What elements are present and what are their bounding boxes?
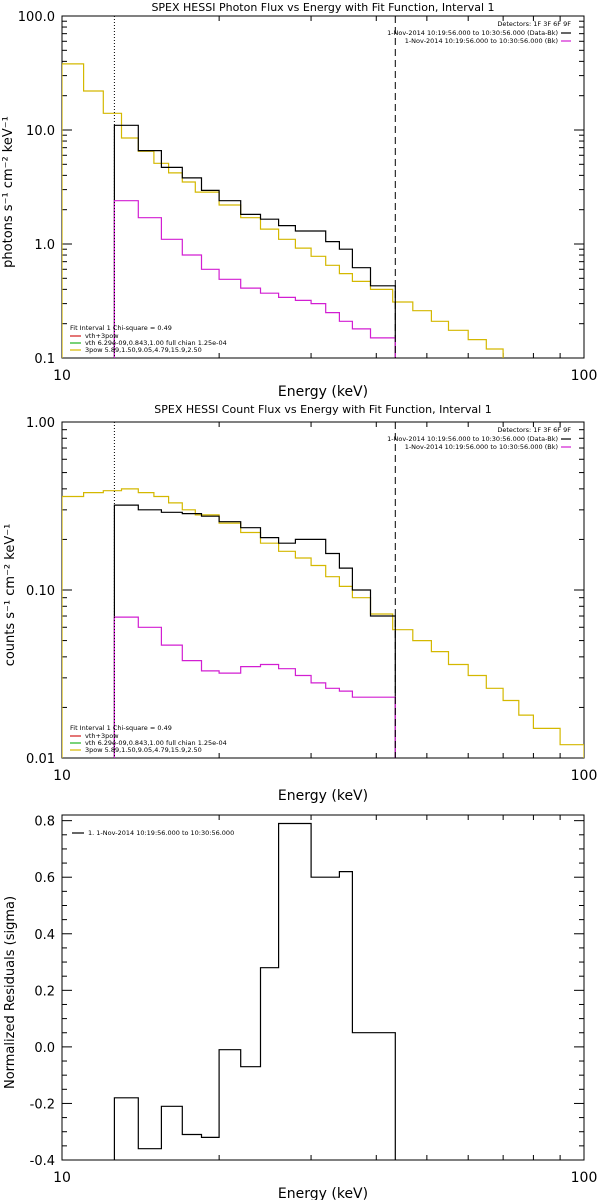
- x-tick-label: 10: [53, 368, 71, 384]
- x-tick-label: 10: [53, 1170, 71, 1186]
- y-tick-label: -0.2: [30, 1097, 55, 1112]
- y-tick-label: 0.0: [34, 1041, 55, 1056]
- plot-frame: [61, 421, 585, 759]
- x-tick-label: 100: [571, 1170, 598, 1186]
- fit-legend-label: 3pow 5.89,1.50,9.05,4.79,15.9,2.50: [85, 746, 202, 754]
- x-tick-label: 100: [571, 368, 598, 384]
- y-tick-label: 0.2: [34, 984, 55, 999]
- chart-title: SPEX HESSI Photon Flux vs Energy with Fi…: [151, 1, 494, 14]
- residuals-chart: 10 100 -0.4 -0.2 0.0 0.2 0.4 0.6 0.8 Energy (keV)…: [3, 814, 598, 1200]
- plot-area: [62, 422, 584, 758]
- y-tick-label: 0.1: [34, 352, 55, 367]
- series-fit: [62, 63, 504, 358]
- x-axis-label: Energy (keV): [278, 1186, 368, 1200]
- fit-legend-label: vth 6.29e-09,0.843,1.00 full chian 1.25e…: [85, 739, 227, 747]
- y-tick-label: 0.10: [26, 584, 55, 599]
- time-interval-label: 1-Nov-2014 10:19:56.000 to 10:30:56.000 …: [405, 443, 558, 451]
- time-interval-label: 1-Nov-2014 10:19:56.000 to 10:30:56.000 …: [387, 435, 558, 443]
- y-tick-label: 1.00: [26, 416, 55, 431]
- count-chart: SPEX HESSI Count Flux vs Energy with Fit…: [3, 403, 597, 804]
- chart-title: SPEX HESSI Count Flux vs Energy with Fit…: [154, 403, 491, 416]
- y-tick-label: 1.0: [34, 238, 55, 253]
- series-data: [113, 124, 396, 358]
- y-axis-label: counts s⁻¹ cm⁻² keV⁻¹: [3, 524, 18, 667]
- detectors-label: Detectors: 1F 3F 6F 9F: [497, 426, 571, 434]
- x-tick-label: 100: [571, 768, 598, 784]
- y-tick-label: 100.0: [18, 10, 55, 25]
- y-tick-label: 0.6: [34, 871, 55, 886]
- time-interval-label: 1-Nov-2014 10:19:56.000 to 10:30:56.000 …: [405, 37, 558, 45]
- legend-label: 1. 1-Nov-2014 10:19:56.000 to 10:30:56.0…: [88, 829, 234, 837]
- detectors-label: Detectors: 1F 3F 6F 9F: [497, 20, 571, 28]
- y-tick-label: -0.4: [30, 1154, 55, 1169]
- plot-area: [62, 16, 504, 358]
- fit-header: Fit Interval 1 Chi-square = 0.49: [70, 324, 172, 332]
- y-tick-label: 0.4: [34, 928, 55, 943]
- series-fit: [62, 488, 584, 758]
- x-axis-label: Energy (keV): [278, 788, 368, 804]
- fit-legend-label: 3pow 5.89,1.50,9.05,4.79,15.9,2.50: [85, 346, 202, 354]
- time-interval-label: 1-Nov-2014 10:19:56.000 to 10:30:56.000 …: [387, 29, 558, 37]
- series-background: [113, 200, 396, 358]
- series-residual: [113, 822, 396, 1160]
- y-axis-label: Normalized Residuals (sigma): [3, 896, 18, 1089]
- photon-chart: SPEX HESSI Photon Flux vs Energy with Fi…: [1, 1, 597, 400]
- fit-header: Fit Interval 1 Chi-square = 0.49: [70, 724, 172, 732]
- x-tick-label: 10: [53, 768, 71, 784]
- y-tick-label: 10.0: [26, 124, 55, 139]
- series-background: [113, 616, 396, 758]
- y-tick-label: 0.01: [26, 752, 55, 767]
- y-axis-label: photons s⁻¹ cm⁻² keV⁻¹: [1, 116, 16, 268]
- plot-area: [113, 822, 396, 1160]
- x-axis-label: Energy (keV): [278, 384, 368, 400]
- plot-frame: [61, 814, 585, 1161]
- series-data: [113, 504, 396, 758]
- fit-legend-label: vth+3pow: [85, 732, 119, 740]
- plot-frame: [61, 15, 585, 359]
- y-tick-label: 0.8: [34, 815, 55, 830]
- fit-legend-label: vth 6.29e-09,0.843,1.00 full chian 1.25e…: [85, 339, 227, 347]
- fit-legend-label: vth+3pow: [85, 332, 119, 340]
